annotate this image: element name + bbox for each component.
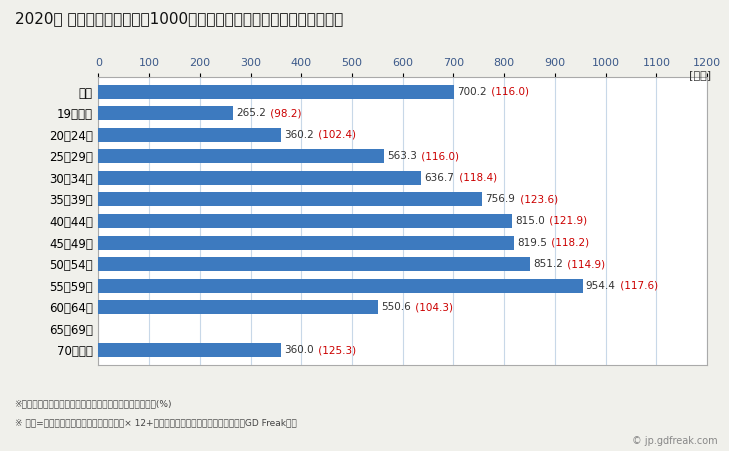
Text: (116.0): (116.0) xyxy=(418,152,459,161)
Text: 636.7 (118.4): 636.7 (118.4) xyxy=(424,173,496,183)
Text: 851.2 (114.9): 851.2 (114.9) xyxy=(533,259,604,269)
Text: 550.6: 550.6 xyxy=(381,302,410,312)
Text: 636.7: 636.7 xyxy=(424,173,454,183)
Bar xyxy=(98,257,530,271)
Text: 265.2 (98.2): 265.2 (98.2) xyxy=(236,108,300,118)
Text: 954.4 (117.6): 954.4 (117.6) xyxy=(585,281,657,290)
Text: 819.5 (118.2): 819.5 (118.2) xyxy=(517,238,588,248)
Bar xyxy=(98,106,233,120)
Text: (118.2): (118.2) xyxy=(548,238,590,248)
Text: (104.3): (104.3) xyxy=(412,302,453,312)
Text: 563.3 (116.0): 563.3 (116.0) xyxy=(387,152,458,161)
Text: 265.2: 265.2 xyxy=(236,108,266,118)
Text: 550.6 (104.3): 550.6 (104.3) xyxy=(381,302,451,312)
Text: (117.6): (117.6) xyxy=(617,281,658,290)
Text: 360.2: 360.2 xyxy=(284,130,314,140)
Text: 851.2: 851.2 xyxy=(533,259,563,269)
Text: 700.2 (116.0): 700.2 (116.0) xyxy=(456,87,527,97)
Text: ※（）内は域内の同業種・同年齢層の平均所得に対する比(%): ※（）内は域内の同業種・同年齢層の平均所得に対する比(%) xyxy=(15,399,172,408)
Bar xyxy=(98,343,281,357)
Bar xyxy=(98,85,453,99)
Bar xyxy=(98,128,281,142)
Text: 819.5: 819.5 xyxy=(517,238,547,248)
Bar xyxy=(98,279,582,293)
Bar xyxy=(98,149,384,163)
Text: 360.0 (125.3): 360.0 (125.3) xyxy=(284,345,355,355)
Text: (121.9): (121.9) xyxy=(546,216,588,226)
Text: 700.2: 700.2 xyxy=(456,87,486,97)
Text: (118.4): (118.4) xyxy=(456,173,496,183)
Bar xyxy=(98,214,512,228)
Text: (114.9): (114.9) xyxy=(564,259,606,269)
Text: 756.9: 756.9 xyxy=(486,194,515,204)
Text: 815.0: 815.0 xyxy=(515,216,545,226)
Text: (116.0): (116.0) xyxy=(488,87,529,97)
Text: © jp.gdfreak.com: © jp.gdfreak.com xyxy=(633,437,718,446)
Text: 756.9 (123.6): 756.9 (123.6) xyxy=(486,194,556,204)
Text: 563.3: 563.3 xyxy=(387,152,417,161)
Text: 2020年 民間企業（従業者数1000人以上）フルタイム労働者の平均年収: 2020年 民間企業（従業者数1000人以上）フルタイム労働者の平均年収 xyxy=(15,11,343,26)
Text: 815.0 (121.9): 815.0 (121.9) xyxy=(515,216,586,226)
Bar xyxy=(98,300,378,314)
Text: (98.2): (98.2) xyxy=(268,108,302,118)
Text: (102.4): (102.4) xyxy=(316,130,356,140)
Text: (125.3): (125.3) xyxy=(316,345,356,355)
Text: [万円]: [万円] xyxy=(689,70,711,80)
Bar xyxy=(98,171,421,185)
Text: 360.0: 360.0 xyxy=(284,345,313,355)
Text: ※ 年収=「きまって支給する現金給与額」× 12+「年間賞与その他特別給与額」としてGD Freak推計: ※ 年収=「きまって支給する現金給与額」× 12+「年間賞与その他特別給与額」と… xyxy=(15,419,296,428)
Text: (123.6): (123.6) xyxy=(517,194,558,204)
Text: 954.4: 954.4 xyxy=(585,281,615,290)
Text: 360.2 (102.4): 360.2 (102.4) xyxy=(284,130,355,140)
Bar xyxy=(98,235,514,249)
Bar xyxy=(98,193,483,207)
